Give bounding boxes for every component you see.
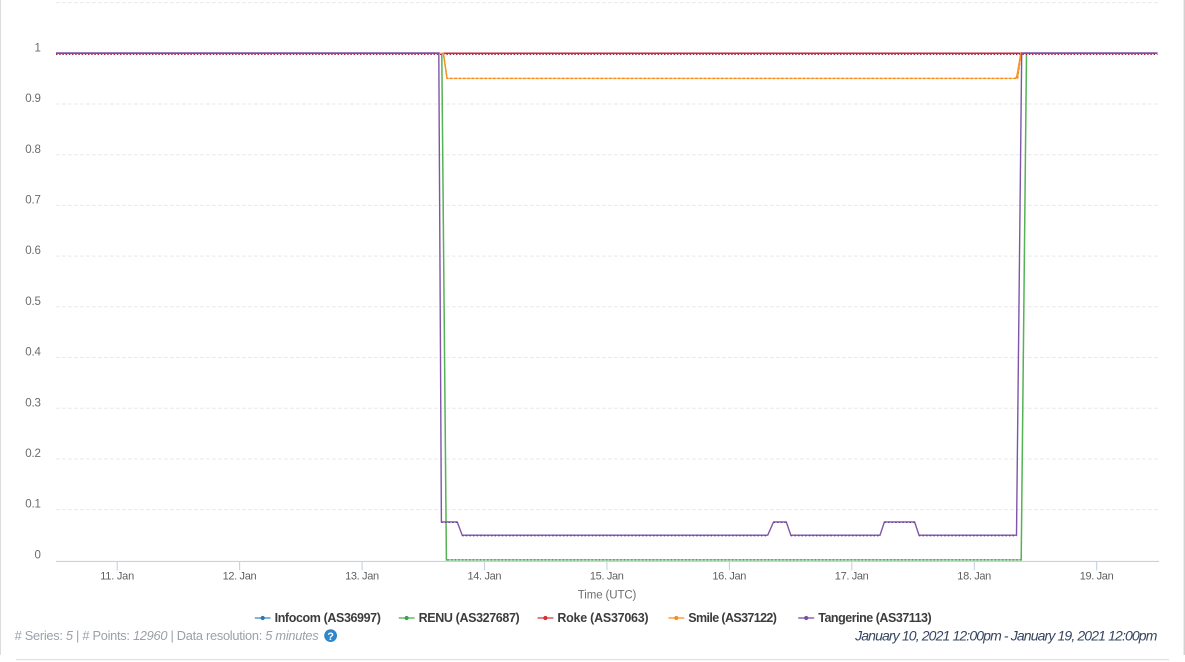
svg-text:12. Jan: 12. Jan [223,571,257,583]
svg-text:0.1: 0.1 [25,499,40,511]
svg-text:0.3: 0.3 [25,397,40,409]
svg-text:19. Jan: 19. Jan [1080,571,1114,583]
svg-text:Tangerine (AS37113): Tangerine (AS37113) [818,611,932,625]
svg-text:0.8: 0.8 [25,144,40,156]
svg-text:0.5: 0.5 [25,296,40,308]
svg-text:11. Jan: 11. Jan [100,571,134,583]
svg-text:0: 0 [34,549,40,561]
svg-text:0.4: 0.4 [25,347,41,359]
svg-text:17. Jan: 17. Jan [835,571,869,583]
svg-text:0.9: 0.9 [25,93,40,105]
svg-text:January 10, 2021 12:00pm - Jan: January 10, 2021 12:00pm - January 19, 2… [854,628,1158,644]
svg-text:14. Jan: 14. Jan [468,571,502,583]
svg-text:Roke (AS37063): Roke (AS37063) [557,611,648,625]
svg-text:1: 1 [34,42,40,54]
svg-text:15. Jan: 15. Jan [590,571,624,583]
svg-text:# Series: 5 | # Points: 12960: # Series: 5 | # Points: 12960 | Data res… [15,628,320,643]
svg-text:0.7: 0.7 [25,195,40,207]
svg-text:16. Jan: 16. Jan [712,571,746,583]
svg-text:0.6: 0.6 [25,245,40,257]
svg-text:?: ? [327,631,334,643]
svg-text:13. Jan: 13. Jan [345,571,379,583]
svg-text:Time (UTC): Time (UTC) [578,589,637,601]
svg-text:0.2: 0.2 [25,448,40,460]
svg-text:Smile (AS37122): Smile (AS37122) [688,611,777,625]
svg-text:RENU (AS327687): RENU (AS327687) [419,611,520,625]
svg-text:18. Jan: 18. Jan [957,571,991,583]
svg-text:Infocom (AS36997): Infocom (AS36997) [275,611,381,625]
